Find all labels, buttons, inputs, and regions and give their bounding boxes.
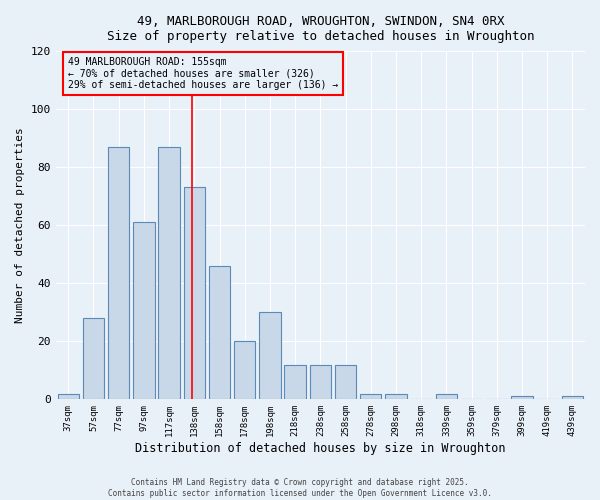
Bar bbox=[83, 318, 104, 400]
Title: 49, MARLBOROUGH ROAD, WROUGHTON, SWINDON, SN4 0RX
Size of property relative to d: 49, MARLBOROUGH ROAD, WROUGHTON, SWINDON… bbox=[107, 15, 534, 43]
Bar bbox=[259, 312, 281, 400]
Bar bbox=[158, 147, 180, 400]
Bar bbox=[184, 188, 205, 400]
Bar bbox=[310, 364, 331, 400]
Bar bbox=[511, 396, 533, 400]
Bar bbox=[335, 364, 356, 400]
X-axis label: Distribution of detached houses by size in Wroughton: Distribution of detached houses by size … bbox=[135, 442, 506, 455]
Bar bbox=[360, 394, 382, 400]
Text: 49 MARLBOROUGH ROAD: 155sqm
← 70% of detached houses are smaller (326)
29% of se: 49 MARLBOROUGH ROAD: 155sqm ← 70% of det… bbox=[68, 57, 338, 90]
Bar bbox=[436, 394, 457, 400]
Y-axis label: Number of detached properties: Number of detached properties bbox=[15, 128, 25, 323]
Bar bbox=[234, 342, 256, 400]
Bar bbox=[209, 266, 230, 400]
Bar bbox=[108, 147, 130, 400]
Bar bbox=[284, 364, 306, 400]
Bar bbox=[562, 396, 583, 400]
Bar bbox=[385, 394, 407, 400]
Text: Contains HM Land Registry data © Crown copyright and database right 2025.
Contai: Contains HM Land Registry data © Crown c… bbox=[108, 478, 492, 498]
Bar bbox=[133, 222, 155, 400]
Bar bbox=[58, 394, 79, 400]
